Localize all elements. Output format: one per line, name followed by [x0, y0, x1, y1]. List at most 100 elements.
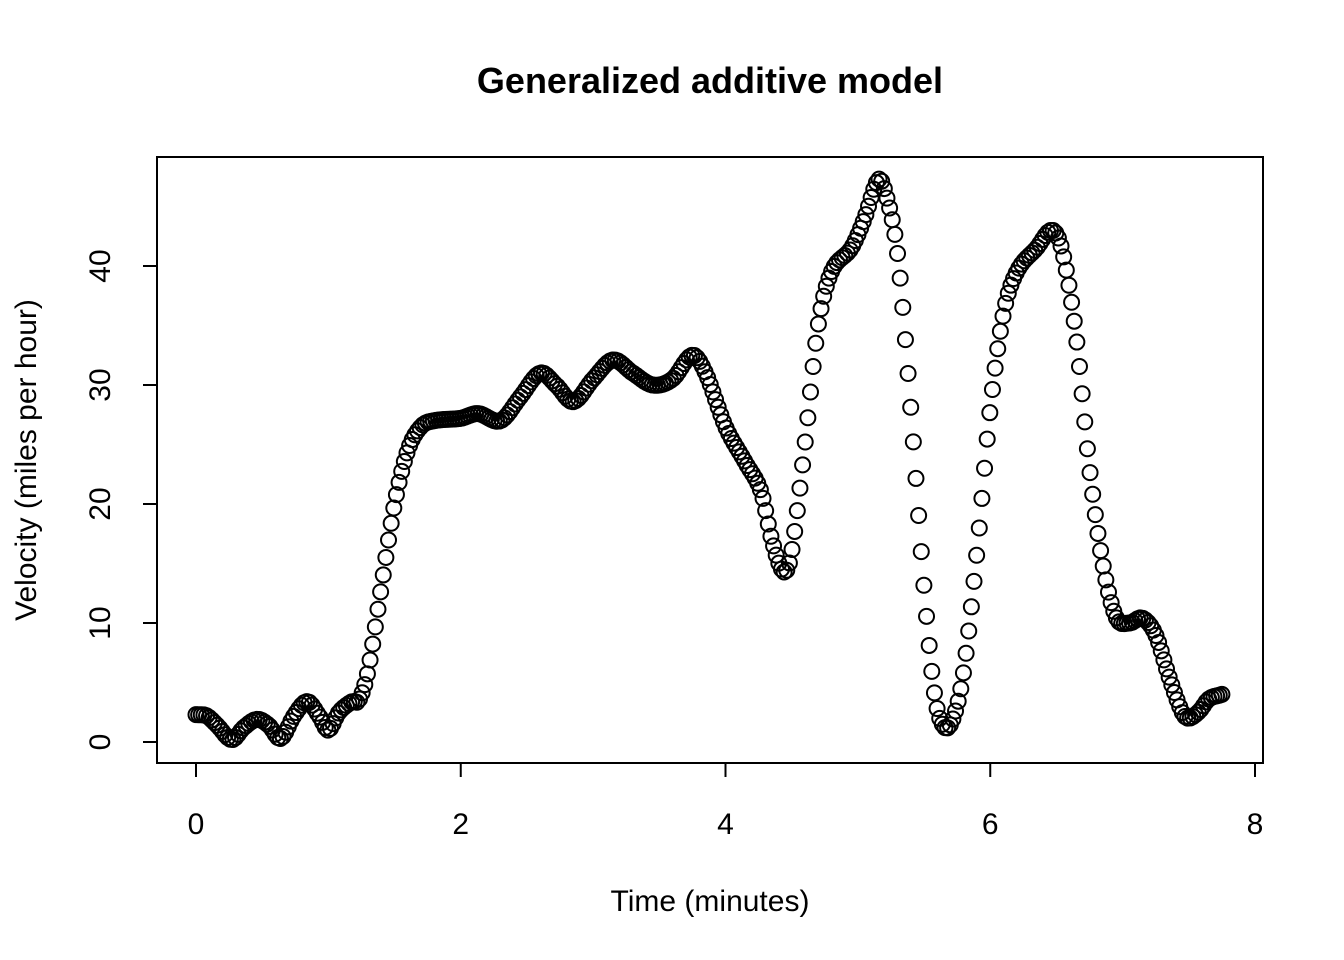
data-point — [817, 277, 835, 295]
data-point — [954, 664, 972, 682]
data-point — [978, 430, 996, 448]
data-point — [928, 700, 946, 718]
data-point — [783, 541, 801, 559]
y-tick-label: 20 — [84, 487, 117, 520]
data-point — [1073, 385, 1091, 403]
data-point — [920, 636, 938, 654]
data-point — [1076, 413, 1094, 431]
data-point — [989, 340, 1007, 358]
data-point — [918, 607, 936, 625]
data-points — [187, 170, 1231, 748]
data-point — [369, 600, 387, 618]
data-point — [899, 365, 917, 382]
data-point — [1063, 293, 1081, 311]
x-axis-label: Time (minutes) — [611, 885, 810, 918]
data-point — [870, 170, 888, 188]
data-point — [1094, 557, 1112, 575]
data-point — [947, 702, 965, 720]
data-point — [366, 618, 384, 636]
data-point — [707, 391, 725, 409]
data-point — [794, 456, 812, 474]
data-point — [907, 469, 925, 487]
data-point — [952, 680, 970, 698]
data-point — [965, 572, 983, 590]
data-point — [385, 499, 403, 517]
data-point — [266, 725, 284, 743]
data-point — [809, 315, 827, 333]
data-point — [812, 300, 830, 318]
data-point — [1065, 312, 1083, 330]
data-point — [997, 294, 1015, 312]
data-point — [841, 241, 859, 259]
data-point — [912, 543, 930, 561]
x-tick-label: 0 — [188, 808, 205, 841]
data-point — [353, 684, 371, 702]
data-point — [957, 644, 975, 662]
data-point — [1213, 685, 1231, 703]
x-tick-label: 2 — [452, 808, 469, 841]
data-point — [1060, 276, 1078, 294]
data-point — [688, 349, 706, 367]
data-point — [741, 461, 759, 479]
data-point — [1102, 594, 1120, 612]
data-point — [970, 519, 988, 537]
data-point — [759, 515, 777, 533]
data-point — [796, 433, 814, 451]
data-point — [1089, 524, 1107, 542]
data-point — [799, 409, 817, 427]
data-point — [983, 381, 1001, 399]
data-point — [925, 684, 943, 702]
data-point — [701, 375, 719, 393]
data-point — [791, 479, 809, 497]
data-point — [1155, 651, 1173, 669]
data-point — [765, 537, 783, 555]
data-point — [1100, 583, 1117, 601]
data-point — [1070, 358, 1088, 376]
data-point — [738, 457, 756, 475]
data-point — [685, 347, 703, 365]
data-point — [377, 548, 395, 566]
data-point — [1049, 229, 1067, 247]
data-point — [804, 358, 822, 376]
data-point — [356, 676, 374, 694]
data-point — [973, 489, 991, 507]
data-point — [1092, 542, 1110, 560]
data-point — [1086, 506, 1104, 524]
data-point — [910, 507, 928, 525]
y-tick-label: 30 — [84, 368, 117, 401]
data-point — [939, 719, 957, 737]
data-point — [348, 693, 366, 711]
data-point — [1158, 660, 1176, 678]
data-point — [981, 404, 999, 422]
data-point — [709, 398, 727, 416]
data-point — [949, 692, 967, 710]
data-point — [762, 527, 780, 545]
data-point — [999, 284, 1017, 302]
data-point — [1152, 642, 1170, 660]
data-point — [788, 502, 806, 520]
data-point — [854, 213, 872, 231]
y-axis-label: Velocity (miles per hour) — [10, 299, 43, 621]
data-point — [1055, 248, 1073, 266]
data-point — [962, 598, 980, 616]
data-point — [374, 566, 392, 584]
data-point — [380, 531, 398, 549]
data-point — [904, 433, 922, 451]
x-tick-label: 6 — [982, 808, 999, 841]
data-point — [387, 486, 405, 504]
data-point — [891, 269, 909, 287]
data-point — [754, 489, 772, 507]
data-point — [1163, 676, 1181, 694]
data-point — [1084, 485, 1102, 503]
data-point — [1160, 668, 1178, 686]
data-point — [1150, 633, 1168, 651]
data-point — [875, 180, 893, 198]
y-tick-label: 10 — [84, 606, 117, 639]
data-point — [1052, 237, 1070, 255]
data-point — [807, 334, 825, 352]
data-point — [801, 383, 819, 401]
data-point — [896, 331, 914, 349]
data-point — [968, 546, 986, 564]
data-point — [994, 307, 1012, 325]
